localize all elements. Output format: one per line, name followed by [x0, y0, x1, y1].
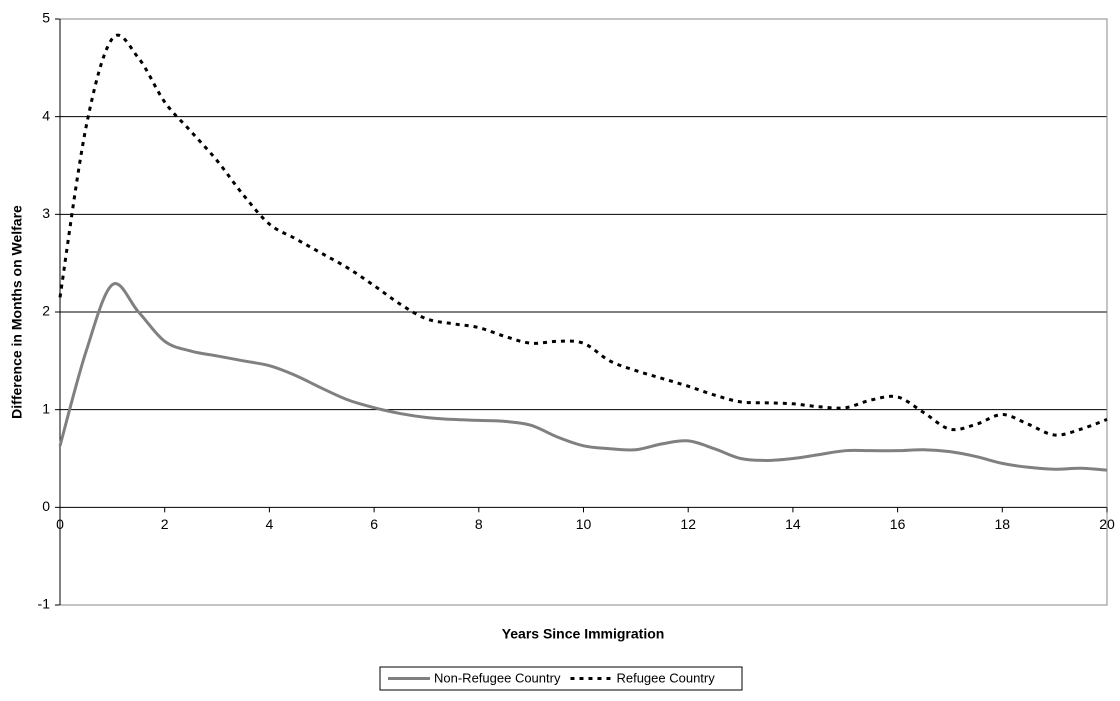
x-tick-label: 16 [890, 516, 906, 532]
legend-box [379, 666, 743, 691]
x-tick-label: 14 [785, 516, 801, 532]
x-tick-label: 2 [161, 516, 169, 532]
y-tick-label: 2 [42, 303, 50, 319]
x-tick-label: 6 [370, 516, 378, 532]
y-tick-label: 0 [42, 498, 50, 514]
x-tick-label: 4 [266, 516, 274, 532]
legend-label: Non-Refugee Country [434, 670, 561, 685]
x-tick-label: 8 [475, 516, 483, 532]
x-axis-label: Years Since Immigration [502, 626, 665, 642]
y-axis-label: Difference in Months on Welfare [9, 205, 25, 419]
series-line [58, 33, 1108, 437]
y-tick-label: 1 [42, 400, 50, 416]
y-tick-label: 4 [42, 107, 50, 123]
x-tick-label: 18 [995, 516, 1011, 532]
series-line [58, 282, 1108, 472]
x-tick-label: 10 [576, 516, 592, 532]
y-tick-label: 3 [42, 205, 50, 221]
x-tick-label: 20 [1099, 516, 1115, 532]
y-tick-label: 5 [42, 10, 50, 26]
x-tick-label: 0 [56, 516, 64, 532]
legend-label: Refugee Country [616, 670, 715, 685]
y-tick-label: -1 [38, 596, 51, 612]
x-tick-label: 12 [680, 516, 696, 532]
